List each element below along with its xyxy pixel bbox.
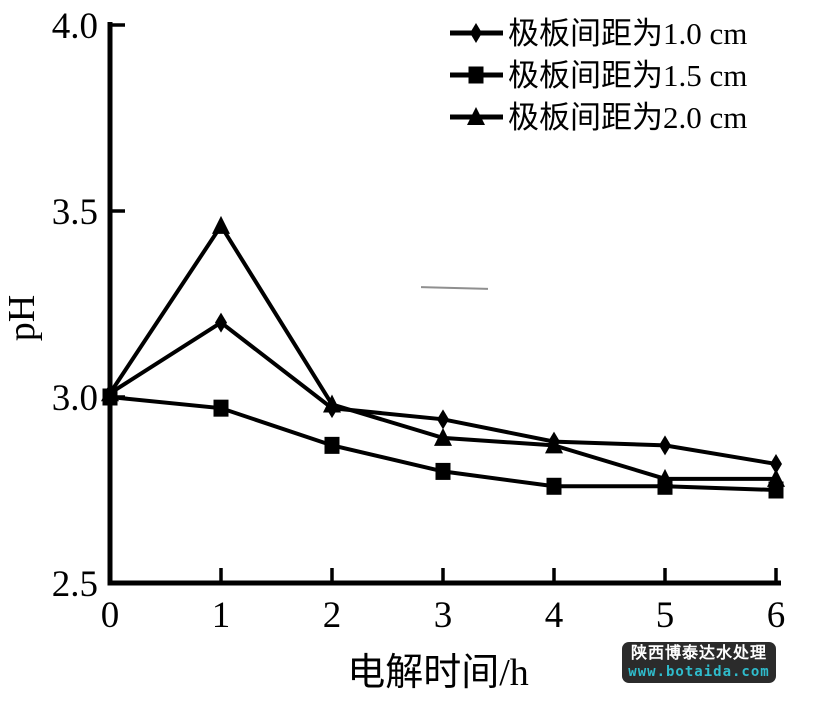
- axes: 4.0 3.5 3.0 2.50 1 2 3 4 5 6: [52, 6, 786, 636]
- x-axis-title: 电解时间/h: [347, 652, 529, 694]
- legend-item: 极板间距为2.0 cm: [450, 100, 747, 135]
- square-marker: [435, 462, 451, 480]
- triangle-marker: [467, 107, 485, 125]
- square-marker: [546, 477, 562, 495]
- diamond-marker: [770, 453, 782, 474]
- x-tick-label: 4: [545, 595, 564, 636]
- watermark-company-name: 陕西博泰达水处理: [630, 645, 767, 663]
- legend-label: 极板间距为1.0 cm: [508, 16, 747, 51]
- x-tick-label: 2: [323, 595, 342, 636]
- x-tick-label: 5: [656, 595, 675, 636]
- y-tick-label: 3.5: [52, 192, 98, 233]
- diamond-marker: [470, 23, 482, 43]
- y-axis-title: pH: [1, 295, 43, 341]
- watermark: 陕西博泰达水处理 www.botaida.com: [622, 642, 776, 683]
- y-tick-label: 2.5: [52, 564, 98, 605]
- series-triangle: [101, 215, 785, 487]
- triangle-marker: [434, 427, 452, 446]
- square-marker: [468, 66, 484, 84]
- x-tick-label: 6: [767, 595, 786, 636]
- diamond-marker: [659, 435, 671, 456]
- triangle-marker: [323, 394, 341, 413]
- diamond-marker: [215, 312, 227, 333]
- triangle-marker: [545, 435, 563, 454]
- triangle-marker: [212, 215, 230, 234]
- legend-label: 极板间距为1.5 cm: [508, 58, 747, 93]
- triangle-marker: [767, 468, 785, 487]
- legend-label: 极板间距为2.0 cm: [508, 100, 747, 135]
- series-diamond: [104, 312, 782, 474]
- data-series: [101, 215, 785, 499]
- watermark-url: www.botaida.com: [628, 663, 770, 680]
- x-tick-label: 1: [212, 595, 231, 636]
- triangle-marker: [101, 383, 119, 402]
- legend-item: 极板间距为1.5 cm: [450, 58, 747, 93]
- y-tick-label: 3.0: [52, 378, 98, 419]
- legend-item: 极板间距为1.0 cm: [450, 16, 747, 51]
- y-tick-label: 4.0: [52, 6, 98, 47]
- x-tick-label: 0: [101, 595, 120, 636]
- square-marker: [213, 399, 229, 417]
- x-tick-label: 3: [434, 595, 453, 636]
- legend: 极板间距为1.0 cm 极板间距为1.5 cm 极板间距为2.0 cm: [450, 16, 747, 135]
- triangle-marker: [656, 468, 674, 487]
- square-marker: [324, 436, 340, 454]
- diamond-marker: [437, 409, 449, 430]
